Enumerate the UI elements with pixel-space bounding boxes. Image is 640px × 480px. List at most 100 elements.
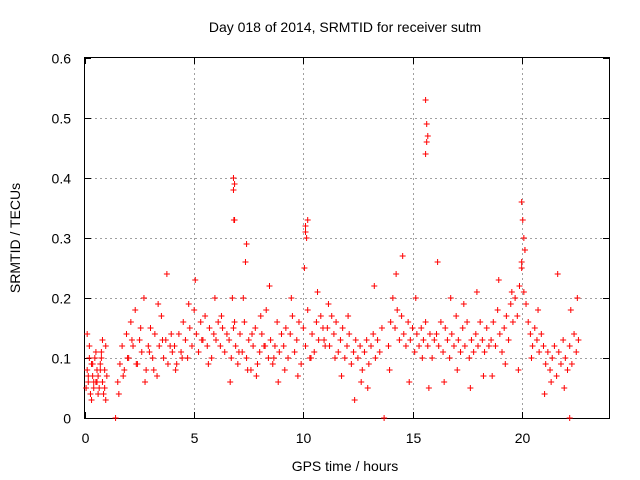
data-point [244, 367, 251, 373]
data-point [470, 349, 477, 355]
data-point [245, 337, 252, 343]
data-point [490, 319, 497, 325]
data-point [240, 295, 247, 301]
data-point [372, 355, 379, 361]
data-point [444, 337, 451, 343]
data-point [231, 181, 238, 187]
data-point [229, 295, 236, 301]
data-point [549, 355, 556, 361]
data-point [150, 367, 157, 373]
data-point [211, 295, 218, 301]
data-point [435, 343, 442, 349]
data-point [315, 337, 322, 343]
data-point [215, 319, 222, 325]
data-point [376, 349, 383, 355]
data-point [87, 391, 94, 397]
data-point [146, 349, 153, 355]
data-point [168, 331, 175, 337]
data-point [227, 379, 234, 385]
data-point [420, 337, 427, 343]
data-point [137, 325, 144, 331]
data-point [352, 337, 359, 343]
data-point [119, 343, 126, 349]
data-point [313, 319, 320, 325]
data-point [335, 349, 342, 355]
data-point [573, 349, 580, 355]
data-point [346, 331, 353, 337]
x-tick-label: 0 [82, 430, 90, 446]
data-point [230, 175, 237, 181]
data-point [90, 385, 97, 391]
data-point [156, 343, 163, 349]
data-point [374, 337, 381, 343]
data-point [219, 325, 226, 331]
data-point [267, 337, 274, 343]
data-point [528, 355, 535, 361]
data-point [208, 355, 215, 361]
data-point [392, 325, 399, 331]
data-point [468, 337, 475, 343]
data-point [520, 289, 527, 295]
data-point [419, 355, 426, 361]
data-point [278, 331, 285, 337]
data-point [357, 343, 364, 349]
data-point [441, 379, 448, 385]
data-point [303, 235, 310, 241]
data-point [516, 283, 523, 289]
data-point [361, 349, 368, 355]
data-point [378, 325, 385, 331]
data-point [533, 337, 540, 343]
data-point [249, 331, 256, 337]
data-point [124, 355, 131, 361]
data-point [298, 361, 305, 367]
data-point [529, 343, 536, 349]
data-point [459, 325, 466, 331]
data-point [461, 343, 468, 349]
data-point [230, 217, 237, 223]
data-point [509, 319, 516, 325]
data-point [304, 307, 311, 313]
data-point [301, 265, 308, 271]
data-point [525, 319, 532, 325]
data-point [399, 253, 406, 259]
data-point [100, 391, 107, 397]
data-point [551, 343, 558, 349]
data-point [371, 283, 378, 289]
data-point [86, 355, 93, 361]
data-point [293, 337, 300, 343]
data-point [103, 373, 110, 379]
data-point [202, 313, 209, 319]
data-point [337, 337, 344, 343]
data-point [198, 337, 205, 343]
data-point [387, 319, 394, 325]
data-point [566, 415, 573, 421]
data-point [116, 361, 123, 367]
data-point [302, 223, 309, 229]
data-point [256, 349, 263, 355]
data-point [95, 373, 102, 379]
data-point [99, 337, 106, 343]
data-point [204, 343, 211, 349]
data-point [437, 319, 444, 325]
data-point [365, 361, 372, 367]
data-point [136, 337, 143, 343]
data-point [542, 361, 549, 367]
data-point [423, 139, 430, 145]
y-tick-label: 0.4 [52, 171, 72, 187]
data-point [416, 343, 423, 349]
data-point [520, 235, 527, 241]
data-point [188, 343, 195, 349]
data-point [386, 367, 393, 373]
data-point [339, 325, 346, 331]
axis-ticks: 0 0.1 0.2 0.3 0.4 0.5 0.6 0 5 10 15 20 [52, 51, 609, 446]
data-point [280, 343, 287, 349]
data-point [191, 307, 198, 313]
data-point [341, 355, 348, 361]
data-point [230, 325, 237, 331]
data-point [442, 325, 449, 331]
data-point [568, 361, 575, 367]
data-point [467, 385, 474, 391]
data-point [527, 331, 534, 337]
data-point [294, 373, 301, 379]
data-point [325, 301, 332, 307]
